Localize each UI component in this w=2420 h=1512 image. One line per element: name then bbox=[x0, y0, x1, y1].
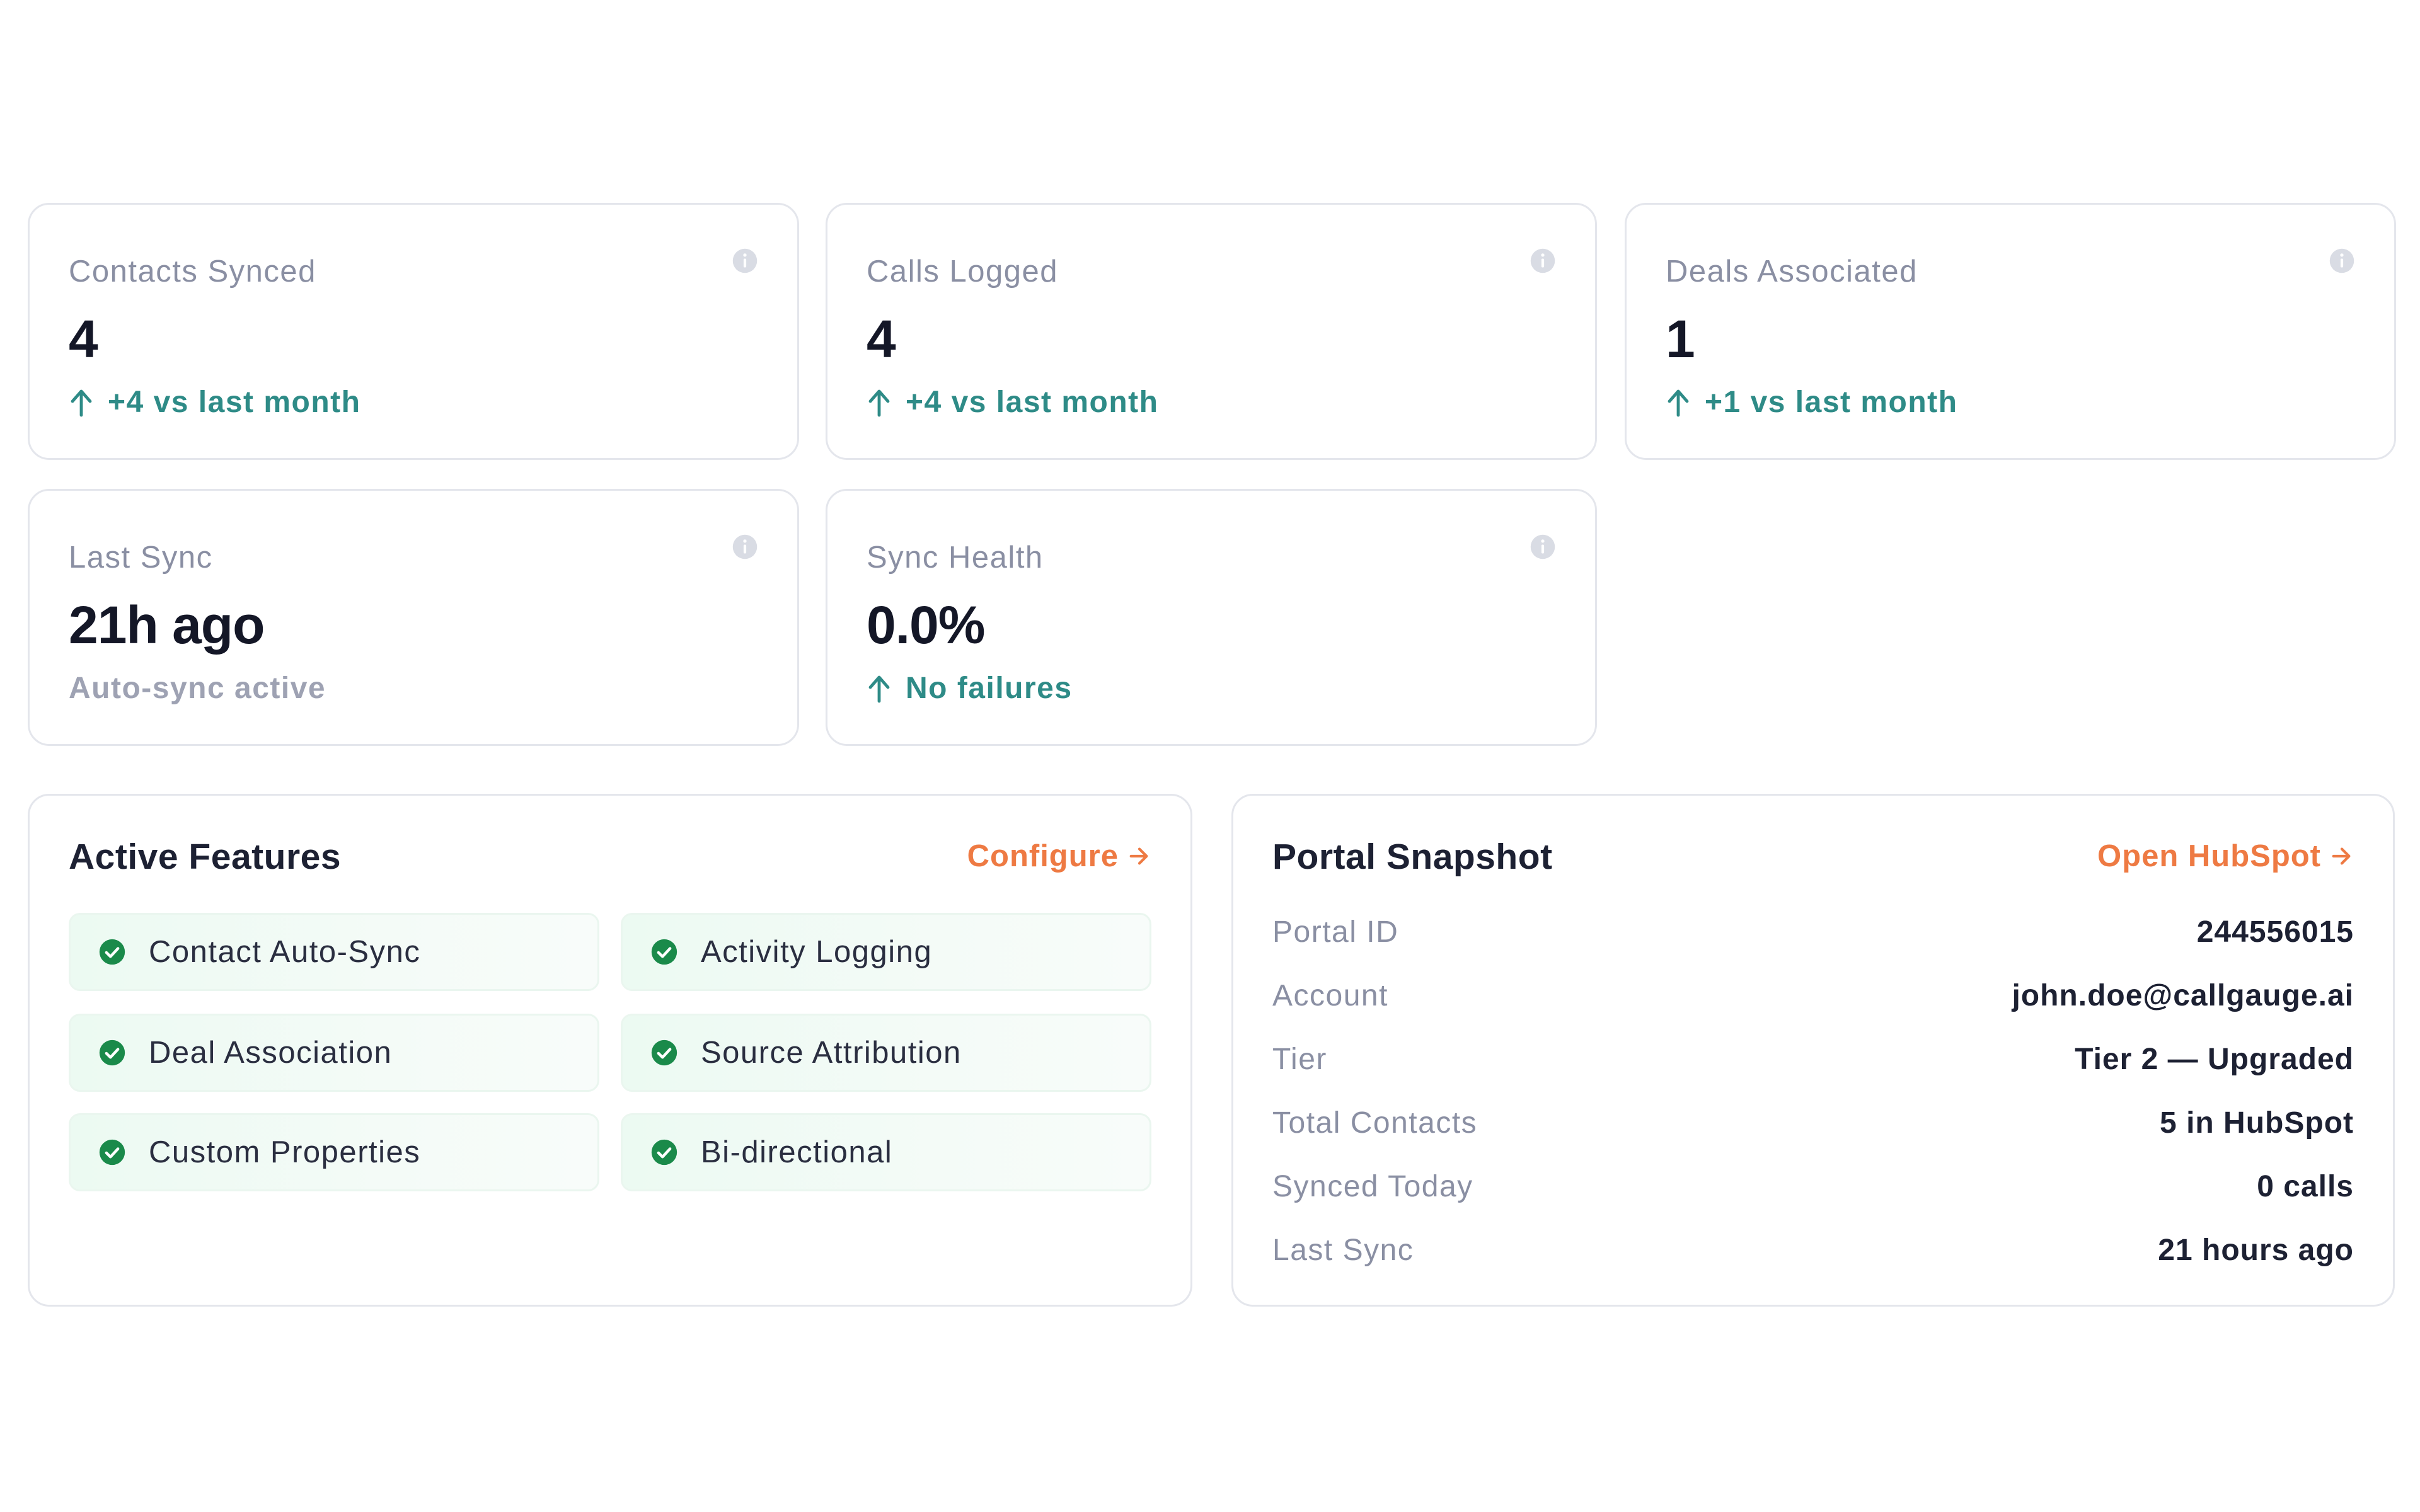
feature-item: Custom Properties bbox=[69, 1113, 599, 1191]
stat-label: Contacts Synced bbox=[69, 255, 316, 289]
stat-card-calls-logged: Calls Logged 4 +4 vs last month bbox=[826, 203, 1597, 460]
stat-card-last-sync: Last Sync 21h ago Auto-sync active bbox=[28, 489, 799, 746]
snapshot-key: Account bbox=[1272, 978, 1388, 1012]
feature-label: Source Attribution bbox=[701, 1036, 962, 1070]
stat-value: 4 bbox=[69, 309, 98, 369]
stat-status: Auto-sync active bbox=[69, 671, 326, 706]
stat-trend-text: +4 vs last month bbox=[906, 386, 1159, 419]
stat-card-deals-associated: Deals Associated 1 +1 vs last month bbox=[1625, 203, 2396, 460]
stat-card-contacts-synced: Contacts Synced 4 +4 vs last month bbox=[28, 203, 799, 460]
stat-status-text: Auto-sync active bbox=[69, 672, 326, 705]
active-features-panel: Active Features Configure Contact Auto-S… bbox=[28, 794, 1192, 1307]
feature-item: Activity Logging bbox=[621, 913, 1151, 991]
open-hubspot-link-label: Open HubSpot bbox=[2097, 839, 2321, 873]
info-icon[interactable] bbox=[2329, 248, 2355, 274]
snapshot-row-account: Account john.doe@callgauge.ai bbox=[1272, 973, 2354, 1017]
snapshot-key: Portal ID bbox=[1272, 915, 1399, 949]
stat-trend: +4 vs last month bbox=[69, 385, 360, 420]
snapshot-row-synced-today: Synced Today 0 calls bbox=[1272, 1164, 2354, 1208]
stat-label: Deals Associated bbox=[1666, 255, 1918, 289]
feature-label: Activity Logging bbox=[701, 935, 933, 969]
check-circle-icon bbox=[651, 1139, 677, 1166]
stat-trend: +4 vs last month bbox=[867, 385, 1158, 420]
configure-link-label: Configure bbox=[967, 839, 1119, 873]
panel-title: Portal Snapshot bbox=[1272, 837, 1553, 877]
stat-trend-text: +1 vs last month bbox=[1705, 386, 1958, 419]
stat-label: Calls Logged bbox=[867, 255, 1059, 289]
snapshot-value: 5 in HubSpot bbox=[2160, 1106, 2354, 1140]
stat-value: 1 bbox=[1666, 309, 1695, 369]
feature-label: Deal Association bbox=[149, 1036, 393, 1070]
portal-snapshot-panel: Portal Snapshot Open HubSpot Portal ID 2… bbox=[1231, 794, 2395, 1307]
stat-value: 21h ago bbox=[69, 595, 265, 655]
stat-value: 4 bbox=[867, 309, 896, 369]
feature-item: Bi-directional bbox=[621, 1113, 1151, 1191]
snapshot-value: 0 calls bbox=[2257, 1169, 2354, 1203]
stat-trend: +1 vs last month bbox=[1666, 385, 1957, 420]
feature-item: Deal Association bbox=[69, 1014, 599, 1092]
configure-link[interactable]: Configure bbox=[967, 839, 1151, 874]
arrow-right-icon bbox=[1129, 847, 1148, 865]
arrow-right-icon bbox=[2332, 847, 2351, 865]
snapshot-value: 244556015 bbox=[2196, 915, 2354, 949]
snapshot-key: Total Contacts bbox=[1272, 1106, 1478, 1140]
stat-label: Sync Health bbox=[867, 541, 1044, 575]
stat-trend: No failures bbox=[867, 671, 1073, 706]
snapshot-value: 21 hours ago bbox=[2158, 1233, 2354, 1267]
snapshot-row-total-contacts: Total Contacts 5 in HubSpot bbox=[1272, 1101, 2354, 1145]
feature-label: Bi-directional bbox=[701, 1135, 893, 1169]
check-circle-icon bbox=[99, 939, 125, 965]
stat-label: Last Sync bbox=[69, 541, 213, 575]
feature-item: Source Attribution bbox=[621, 1014, 1151, 1092]
snapshot-key: Tier bbox=[1272, 1042, 1327, 1076]
check-circle-icon bbox=[651, 1040, 677, 1066]
arrow-up-icon bbox=[868, 675, 890, 702]
arrow-up-icon bbox=[1668, 389, 1689, 416]
check-circle-icon bbox=[99, 1139, 125, 1166]
snapshot-key: Last Sync bbox=[1272, 1233, 1414, 1267]
snapshot-key: Synced Today bbox=[1272, 1169, 1473, 1203]
info-icon[interactable] bbox=[1530, 248, 1556, 274]
stat-trend-text: No failures bbox=[906, 672, 1073, 705]
feature-label: Contact Auto-Sync bbox=[149, 935, 421, 969]
snapshot-row-last-sync: Last Sync 21 hours ago bbox=[1272, 1228, 2354, 1272]
snapshot-row-tier: Tier Tier 2 — Upgraded bbox=[1272, 1037, 2354, 1081]
info-icon[interactable] bbox=[732, 248, 758, 274]
panel-title: Active Features bbox=[69, 837, 342, 877]
arrow-up-icon bbox=[71, 389, 92, 416]
feature-label: Custom Properties bbox=[149, 1135, 421, 1169]
snapshot-value: Tier 2 — Upgraded bbox=[2075, 1042, 2354, 1076]
open-hubspot-link[interactable]: Open HubSpot bbox=[2097, 839, 2354, 874]
snapshot-row-portal-id: Portal ID 244556015 bbox=[1272, 910, 2354, 954]
feature-item: Contact Auto-Sync bbox=[69, 913, 599, 991]
arrow-up-icon bbox=[868, 389, 890, 416]
snapshot-value: john.doe@callgauge.ai bbox=[2012, 978, 2354, 1012]
stat-value: 0.0% bbox=[867, 595, 985, 655]
stat-card-sync-health: Sync Health 0.0% No failures bbox=[826, 489, 1597, 746]
check-circle-icon bbox=[651, 939, 677, 965]
check-circle-icon bbox=[99, 1040, 125, 1066]
info-icon[interactable] bbox=[1530, 534, 1556, 560]
info-icon[interactable] bbox=[732, 534, 758, 560]
stat-trend-text: +4 vs last month bbox=[108, 386, 361, 419]
